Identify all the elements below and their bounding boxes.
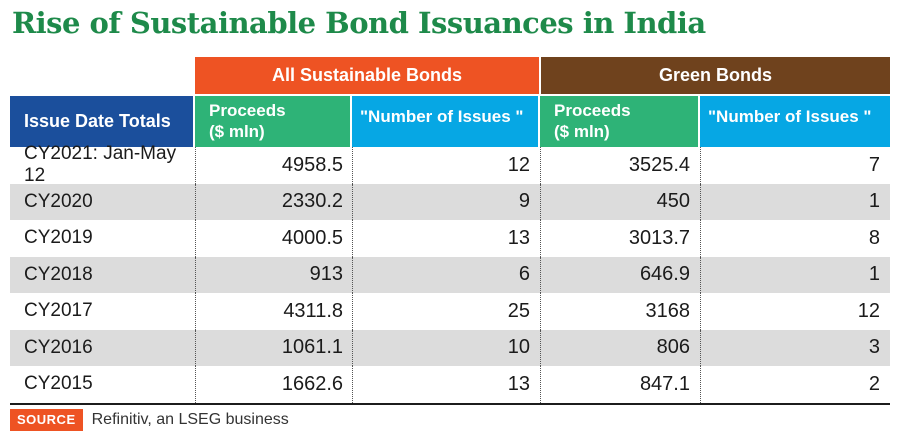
asb-issues-value: 13: [352, 220, 540, 257]
asb-issues-value: 9: [352, 183, 540, 220]
table-row: CY2015 1662.6 13 847.1 2: [10, 366, 890, 403]
row-label: CY2020: [24, 190, 93, 212]
source-row: SOURCE Refinitiv, an LSEG business: [10, 409, 289, 431]
asb-issues-value: 6: [352, 256, 540, 293]
gb-proceeds-value: 3168: [540, 293, 700, 330]
asb-issues-value: 10: [352, 329, 540, 366]
table-row: CY2021: Jan-May 12 4958.5 12 3525.4 7: [10, 143, 890, 187]
col-header-asb-number-of-issues: "Number of Issues ": [352, 96, 540, 147]
table-body: CY2021: Jan-May 12 4958.5 12 3525.4 7 CY2020 2…: [10, 143, 890, 405]
gb-proceeds-value: 646.9: [540, 256, 700, 293]
col-header-gb-number-of-issues: "Number of Issues ": [700, 96, 890, 147]
gb-issues-value: 1: [700, 256, 890, 293]
bond-table: All Sustainable Bonds Green Bonds Issue …: [10, 57, 890, 405]
gb-proceeds-value: 450: [540, 183, 700, 220]
table-row: CY2016 1061.1 10 806 3: [10, 329, 890, 366]
asb-proceeds-value: 913: [195, 256, 352, 293]
gb-proceeds-value: 847.1: [540, 366, 700, 403]
asb-proceeds-value: 1061.1: [195, 329, 352, 366]
asb-proceeds-value: 1662.6: [195, 366, 352, 403]
row-label: CY2017: [24, 300, 93, 322]
asb-proceeds-value: 4958.5: [195, 147, 352, 184]
source-badge: SOURCE: [10, 409, 83, 431]
asb-issues-value: 13: [352, 366, 540, 403]
page-title: Rise of Sustainable Bond Issuances in In…: [12, 6, 706, 40]
gb-issues-value: 1: [700, 183, 890, 220]
gb-issues-value: 3: [700, 329, 890, 366]
col-header-gb-proceeds: Proceeds ($ mln): [540, 96, 700, 147]
gb-issues-value: 12: [700, 293, 890, 330]
group-header-row: All Sustainable Bonds Green Bonds: [10, 57, 890, 94]
gb-proceeds-value: 806: [540, 329, 700, 366]
row-label: CY2021: Jan-May 12: [24, 143, 177, 187]
asb-issues-value: 25: [352, 293, 540, 330]
table-row: CY2017 4311.8 25 3168 12: [10, 293, 890, 330]
table-row: CY2020 2330.2 9 450 1: [10, 183, 890, 220]
table-row: CY2019 4000.5 13 3013.7 8: [10, 220, 890, 257]
group-header-spacer: [10, 57, 195, 94]
asb-proceeds-value: 2330.2: [195, 183, 352, 220]
asb-proceeds-value: 4000.5: [195, 220, 352, 257]
group-header-green-bonds: Green Bonds: [541, 57, 890, 94]
asb-issues-value: 12: [352, 147, 540, 184]
asb-proceeds-value: 4311.8: [195, 293, 352, 330]
gb-issues-value: 8: [700, 220, 890, 257]
row-label: CY2015: [24, 373, 93, 395]
gb-proceeds-value: 3013.7: [540, 220, 700, 257]
source-text: Refinitiv, an LSEG business: [91, 411, 289, 428]
gb-issues-value: 2: [700, 366, 890, 403]
row-label: CY2016: [24, 336, 93, 358]
table-row: CY2018 913 6 646.9 1: [10, 256, 890, 293]
gb-proceeds-value: 3525.4: [540, 147, 700, 184]
gb-issues-value: 7: [700, 147, 890, 184]
row-label: CY2018: [24, 263, 93, 285]
column-header-row: Issue Date Totals Proceeds ($ mln) "Numb…: [10, 96, 890, 147]
row-label: CY2019: [24, 227, 93, 249]
group-header-all-sustainable-bonds: All Sustainable Bonds: [195, 57, 539, 94]
col-header-issue-date-totals: Issue Date Totals: [10, 96, 195, 147]
col-header-asb-proceeds: Proceeds ($ mln): [195, 96, 352, 147]
